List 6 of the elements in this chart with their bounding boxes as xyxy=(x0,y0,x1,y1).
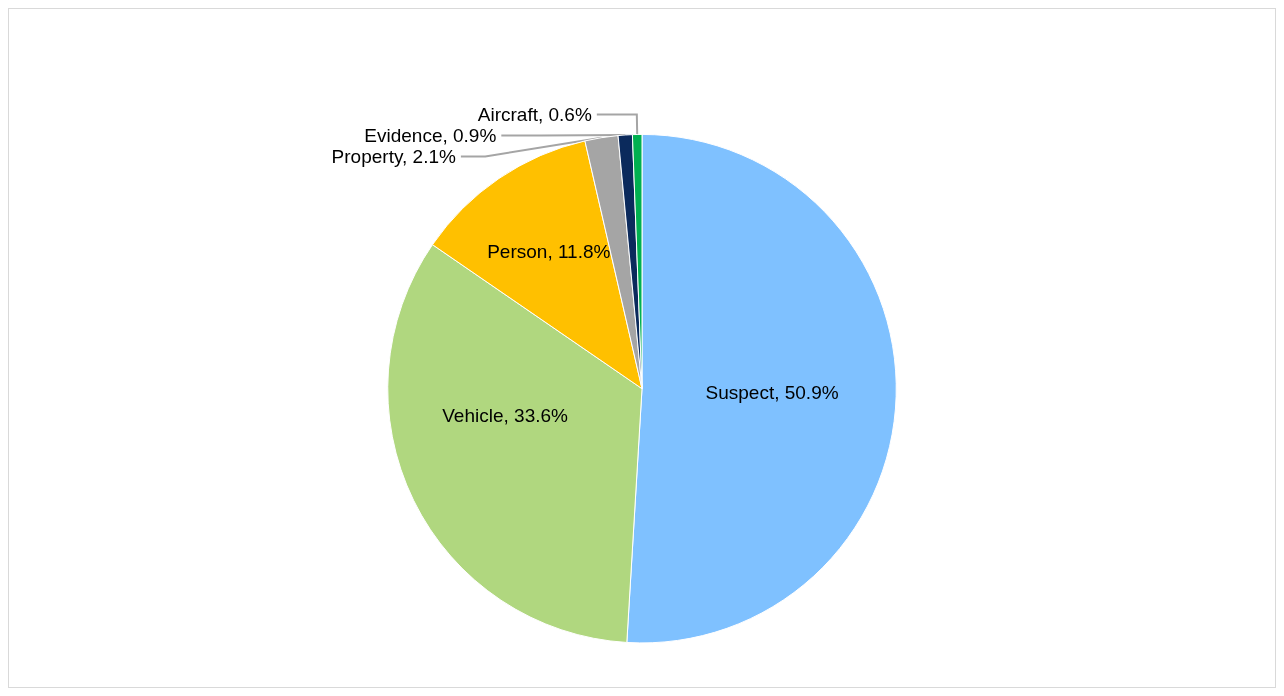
slice-label: Person, 11.8% xyxy=(487,240,611,262)
slice-label: Suspect, 50.9% xyxy=(705,382,839,404)
slice-label: Evidence, 0.9% xyxy=(364,124,497,146)
slice-label: Vehicle, 33.6% xyxy=(442,405,569,427)
slice-label: Property, 2.1% xyxy=(331,145,456,167)
slice-label: Aircraft, 0.6% xyxy=(477,103,592,125)
